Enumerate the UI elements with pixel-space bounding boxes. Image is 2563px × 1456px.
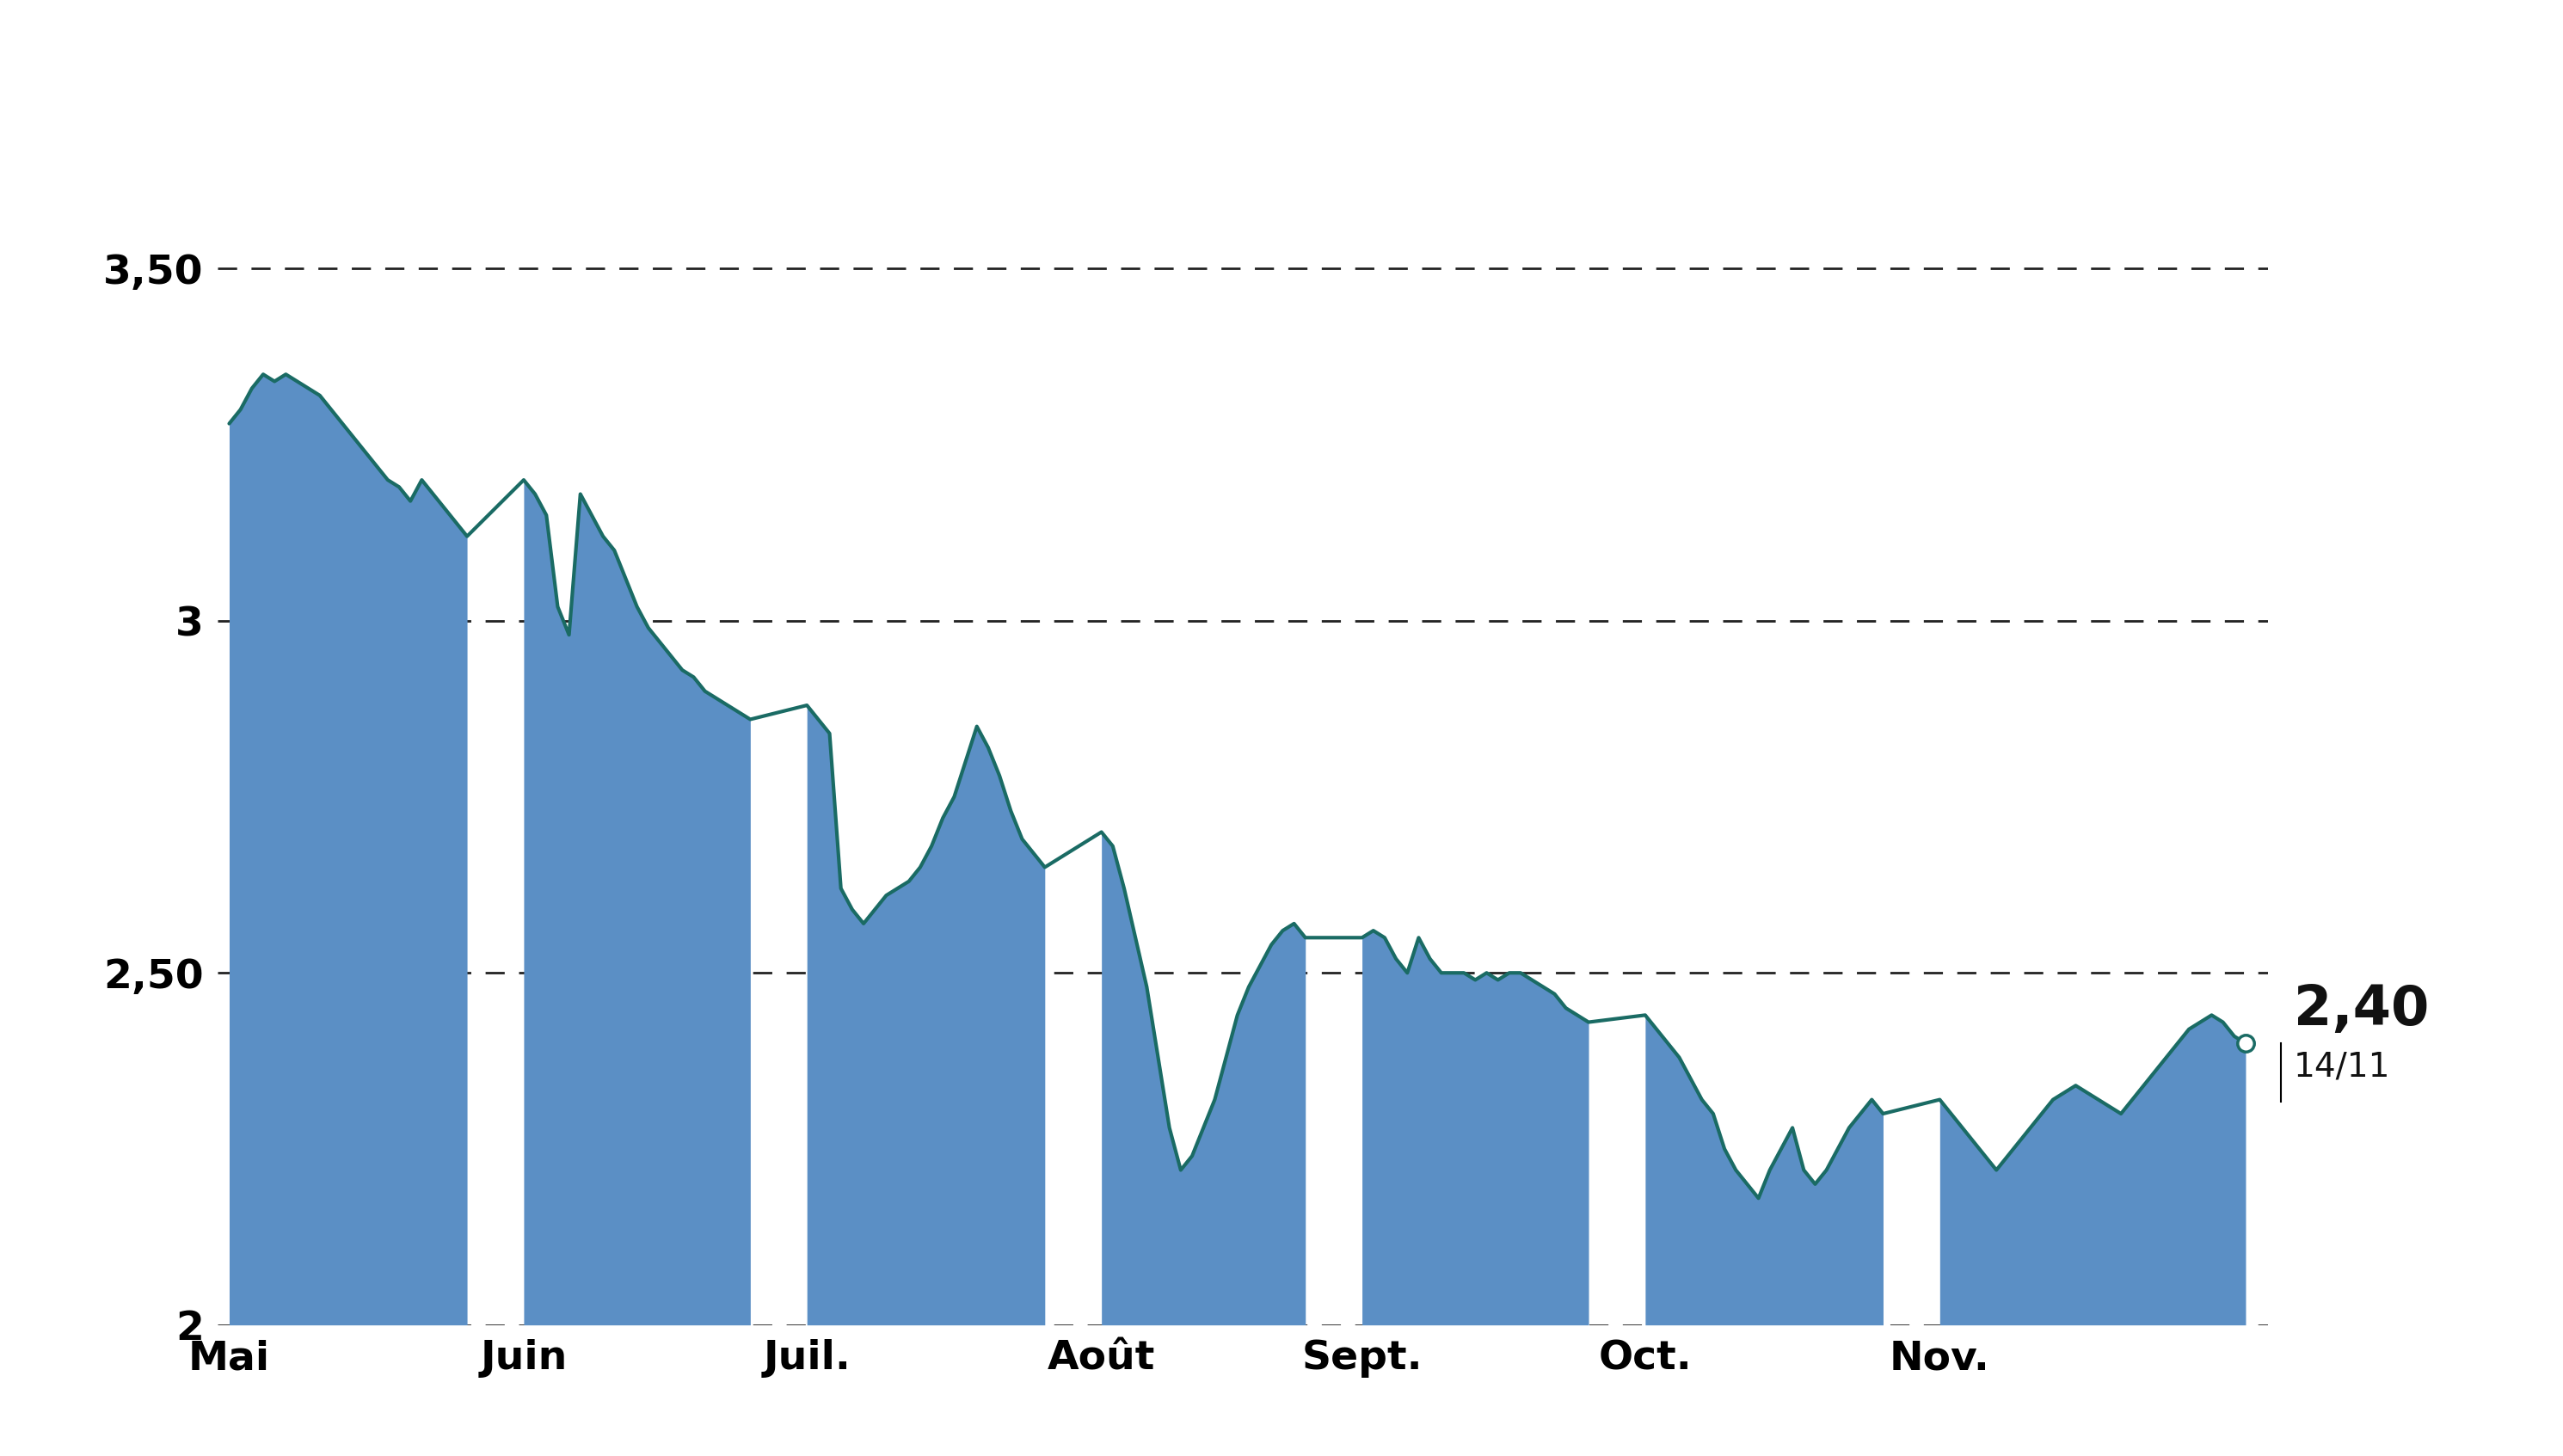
Text: 14/11: 14/11 xyxy=(2294,1051,2391,1083)
Text: 2,40: 2,40 xyxy=(2294,983,2430,1037)
Text: QWAMPLIFY: QWAMPLIFY xyxy=(956,13,1607,106)
